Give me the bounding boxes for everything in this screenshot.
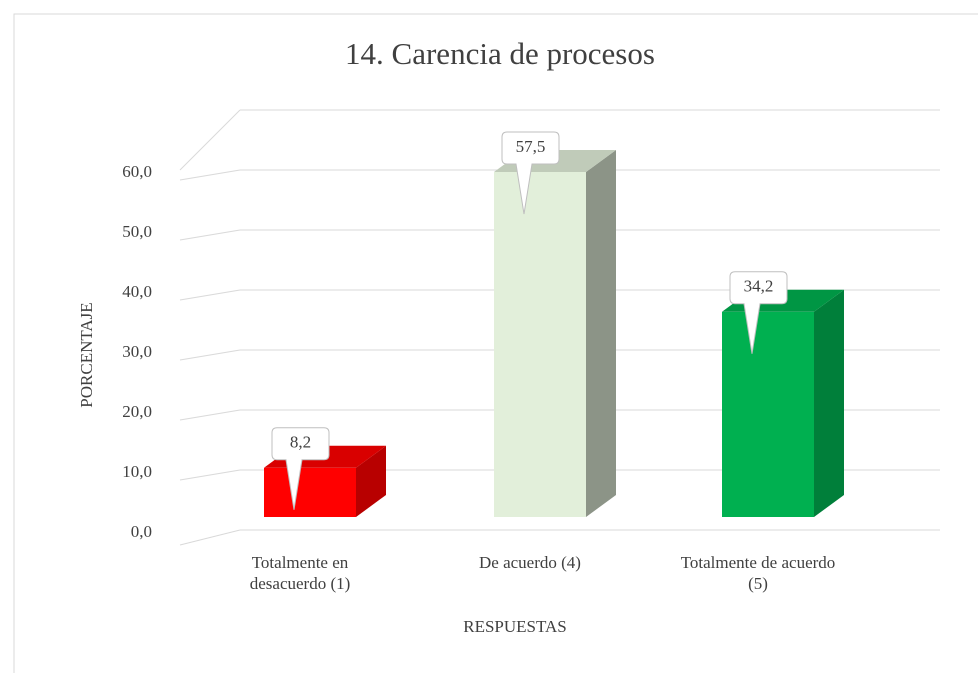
y-tick-label: 40,0 (122, 282, 152, 301)
grid-line-side (179, 169, 241, 181)
grid-line-side (179, 409, 241, 421)
bar (494, 172, 586, 517)
grid-line-side (179, 229, 241, 241)
data-label: 34,2 (744, 277, 774, 296)
data-label: 8,2 (290, 433, 311, 452)
grid-line-side (179, 529, 241, 546)
x-axis-label: RESPUESTAS (463, 617, 567, 636)
data-label-callout (729, 271, 788, 354)
chart-title: 14. Carencia de procesos (345, 36, 655, 71)
y-tick-label: 30,0 (122, 342, 152, 361)
grid-line-side (179, 349, 241, 361)
chart-border (13, 13, 978, 673)
y-axis-label: PORCENTAJE (77, 302, 96, 407)
y-tick-label: 50,0 (122, 222, 152, 241)
bar-side (586, 150, 616, 517)
y-tick-label: 60,0 (122, 162, 152, 181)
bar-side (356, 445, 386, 517)
data-label-callout (501, 131, 560, 215)
wall-top-side (179, 109, 241, 171)
y-tick-label: 20,0 (122, 402, 152, 421)
data-label-callout (271, 427, 330, 510)
grid-line-side (179, 469, 241, 481)
y-tick-label: 0,0 (131, 522, 152, 541)
data-label: 57,5 (516, 137, 546, 156)
grid-line-side (179, 289, 241, 301)
x-tick-label: Totalmente en desacuerdo (1) (249, 553, 351, 593)
y-tick-label: 10,0 (122, 462, 152, 481)
bar (264, 467, 356, 517)
x-tick-label: Totalmente de acuerdo (5) (680, 553, 836, 593)
x-tick-label: De acuerdo (4) (479, 553, 581, 572)
bar (722, 311, 814, 517)
bar-side (814, 289, 844, 517)
